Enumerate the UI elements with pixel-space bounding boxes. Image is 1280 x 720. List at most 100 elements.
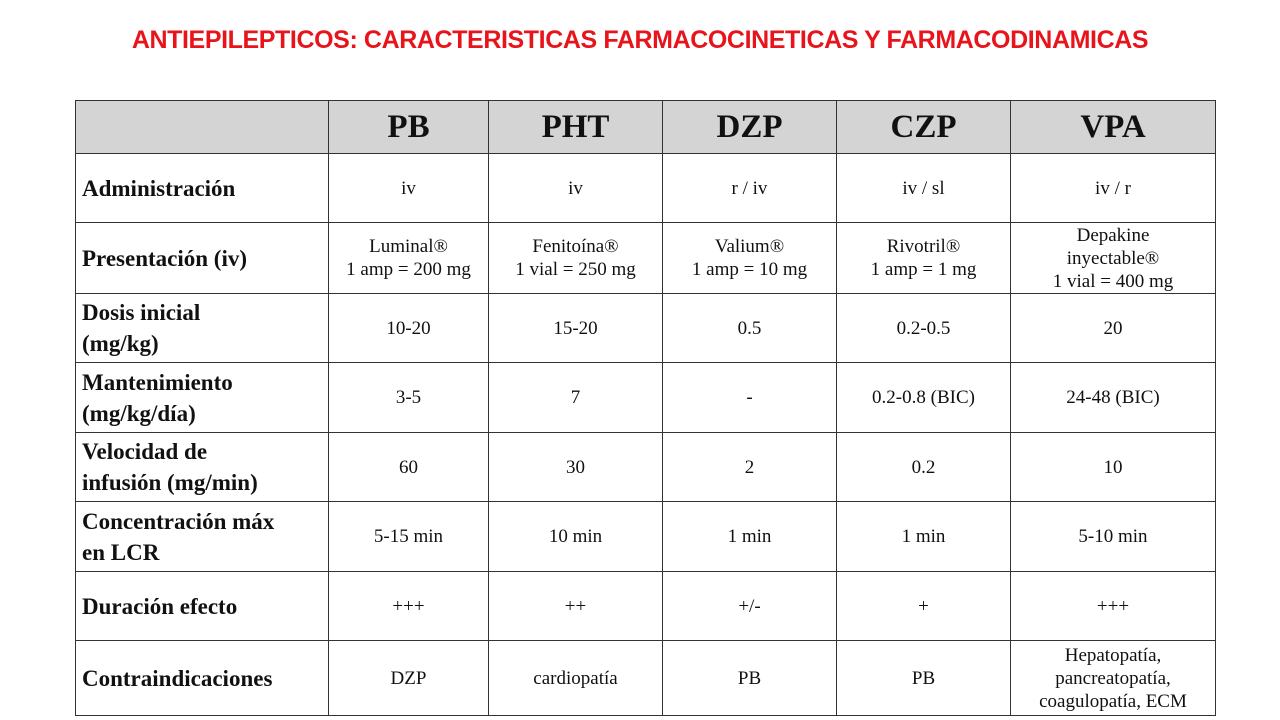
column-header-dzp: DZP bbox=[662, 100, 837, 154]
cell-line: pancreatopatía, bbox=[1055, 667, 1171, 689]
row-label-line: (mg/kg/día) bbox=[82, 400, 196, 426]
cell-presentacion-dzp: Valium® 1 amp = 10 mg bbox=[662, 222, 837, 294]
cell-administracion-pht: iv bbox=[488, 153, 663, 223]
cell-line: 5-15 min bbox=[373, 526, 444, 547]
table-row-contraindicaciones: Contraindicaciones DZP cardiopatía PB PB Hepa… bbox=[75, 640, 1216, 716]
row-label-administracion: Administración bbox=[75, 153, 329, 223]
row-label-dosis-inicial: Dosis inicial (mg/kg) bbox=[75, 293, 329, 363]
cell-line: inyectable® bbox=[1066, 247, 1160, 269]
cell-line: ++ bbox=[564, 595, 587, 617]
cell-line: 0.5 bbox=[737, 317, 762, 339]
cell-line: DZP bbox=[390, 667, 427, 689]
table-row-dosis-inicial: Dosis inicial (mg/kg) 10-20 15-20 0.5 0.2-0.5… bbox=[75, 293, 1216, 363]
drug-comparison-table: PB PHT DZP CZP VPA Administración iv iv r /… bbox=[75, 100, 1216, 716]
cell-contraindicaciones-vpa: Hepatopatía, pancreatopatía, coagulopatía,… bbox=[1010, 640, 1216, 716]
cell-contraindicaciones-dzp: PB bbox=[662, 640, 837, 716]
cell-line: Fenitoína® bbox=[532, 236, 619, 257]
cell-presentacion-czp: Rivotril® 1 amp = 1 mg bbox=[836, 222, 1011, 294]
row-label-duracion-efecto: Duración efecto bbox=[75, 571, 329, 641]
cell-velocidad-infusion-vpa: 10 bbox=[1010, 432, 1216, 502]
cell-duracion-efecto-pb: +++ bbox=[328, 571, 489, 641]
row-label-line: Dosis inicial bbox=[82, 300, 201, 325]
cell-dosis-inicial-dzp: 0.5 bbox=[662, 293, 837, 363]
cell-duracion-efecto-pht: ++ bbox=[488, 571, 663, 641]
table-row-administracion: Administración iv iv r / iv iv / sl iv / r bbox=[75, 153, 1216, 223]
cell-line: 20 bbox=[1103, 317, 1123, 339]
cell-mantenimiento-vpa: 24-48 (BIC) bbox=[1010, 362, 1216, 433]
cell-line: 0.2 bbox=[911, 456, 936, 478]
cell-line: 10 bbox=[1103, 456, 1123, 478]
cell-line: 24-48 (BIC) bbox=[1066, 387, 1160, 408]
column-header-vpa: VPA bbox=[1010, 100, 1216, 154]
row-label-line: Velocidad de bbox=[82, 439, 208, 464]
row-label-line: infusión (mg/min) bbox=[82, 470, 258, 495]
cell-line: iv bbox=[568, 177, 583, 199]
cell-line: 1 amp = 1 mg bbox=[870, 259, 977, 280]
cell-line: 0.2-0.8 (BIC) bbox=[872, 387, 975, 408]
cell-line: - bbox=[746, 387, 753, 408]
cell-line: Hepatopatía, bbox=[1064, 644, 1162, 666]
column-header-pb: PB bbox=[328, 100, 489, 154]
cell-velocidad-infusion-czp: 0.2 bbox=[836, 432, 1011, 502]
row-label-line: Concentración máx bbox=[82, 508, 275, 534]
cell-mantenimiento-dzp: - bbox=[662, 362, 837, 433]
cell-line: Valium® bbox=[714, 236, 785, 257]
cell-line: 2 bbox=[744, 456, 755, 478]
cell-line: r / iv bbox=[731, 177, 768, 199]
cell-mantenimiento-pb: 3-5 bbox=[328, 362, 489, 433]
cell-velocidad-infusion-pb: 60 bbox=[328, 432, 489, 502]
table-row-velocidad-infusion: Velocidad de infusión (mg/min) 60 30 2 0.2 10 bbox=[75, 432, 1216, 502]
cell-line: 1 amp = 10 mg bbox=[691, 259, 808, 280]
cell-dosis-inicial-vpa: 20 bbox=[1010, 293, 1216, 363]
cell-dosis-inicial-czp: 0.2-0.5 bbox=[836, 293, 1011, 363]
cell-concentracion-lcr-dzp: 1 min bbox=[662, 501, 837, 572]
cell-line: 0.2-0.5 bbox=[896, 317, 951, 339]
cell-contraindicaciones-pb: DZP bbox=[328, 640, 489, 716]
cell-administracion-czp: iv / sl bbox=[836, 153, 1011, 223]
cell-dosis-inicial-pht: 15-20 bbox=[488, 293, 663, 363]
cell-line: 15-20 bbox=[553, 317, 598, 339]
row-label-line: Contraindicaciones bbox=[82, 665, 273, 691]
cell-line: +/- bbox=[738, 595, 761, 617]
row-label-concentracion-lcr: Concentración máx en LCR bbox=[75, 501, 329, 572]
cell-administracion-dzp: r / iv bbox=[662, 153, 837, 223]
cell-line: 1 vial = 400 mg bbox=[1052, 270, 1174, 292]
cell-presentacion-pb: Luminal® 1 amp = 200 mg bbox=[328, 222, 489, 294]
header-row: PB PHT DZP CZP VPA bbox=[75, 100, 1216, 154]
cell-line: PB bbox=[737, 667, 762, 689]
table-row-mantenimiento: Mantenimiento (mg/kg/día) 3-5 7 - 0.2-0.8 (BI… bbox=[75, 362, 1216, 433]
cell-velocidad-infusion-dzp: 2 bbox=[662, 432, 837, 502]
table-row-duracion-efecto: Duración efecto +++ ++ +/- + +++ bbox=[75, 571, 1216, 641]
cell-line: 1 amp = 200 mg bbox=[346, 259, 471, 280]
cell-concentracion-lcr-czp: 1 min bbox=[836, 501, 1011, 572]
row-label-line: Presentación (iv) bbox=[82, 245, 248, 271]
row-label-velocidad-infusion: Velocidad de infusión (mg/min) bbox=[75, 432, 329, 502]
row-label-line: Duración efecto bbox=[82, 593, 238, 619]
cell-line: iv bbox=[401, 177, 416, 199]
cell-line: PB bbox=[911, 667, 936, 689]
row-label-contraindicaciones: Contraindicaciones bbox=[75, 640, 329, 716]
cell-presentacion-pht: Fenitoína® 1 vial = 250 mg bbox=[488, 222, 663, 294]
table-row-concentracion-lcr: Concentración máx en LCR 5-15 min 10 min 1 m… bbox=[75, 501, 1216, 572]
cell-line: +++ bbox=[392, 595, 425, 617]
table-row-presentacion: Presentación (iv) Luminal® 1 amp = 200 mg F… bbox=[75, 222, 1216, 294]
page-title: ANTIEPILEPTICOS: CARACTERISTICAS FARMACO… bbox=[131, 26, 1149, 54]
row-label-line: (mg/kg) bbox=[82, 331, 159, 356]
cell-administracion-pb: iv bbox=[328, 153, 489, 223]
row-label-line: en LCR bbox=[82, 539, 160, 565]
cell-dosis-inicial-pb: 10-20 bbox=[328, 293, 489, 363]
cell-line: iv / sl bbox=[902, 177, 945, 199]
cell-concentracion-lcr-vpa: 5-10 min bbox=[1010, 501, 1216, 572]
cell-line: iv / r bbox=[1095, 177, 1131, 199]
row-label-mantenimiento: Mantenimiento (mg/kg/día) bbox=[75, 362, 329, 433]
cell-mantenimiento-czp: 0.2-0.8 (BIC) bbox=[836, 362, 1011, 433]
cell-concentracion-lcr-pht: 10 min bbox=[488, 501, 663, 572]
cell-line: 1 vial = 250 mg bbox=[515, 259, 636, 280]
cell-line: 5-10 min bbox=[1078, 526, 1148, 547]
cell-presentacion-vpa: Depakine inyectable® 1 vial = 400 mg bbox=[1010, 222, 1216, 294]
cell-contraindicaciones-pht: cardiopatía bbox=[488, 640, 663, 716]
column-header-czp: CZP bbox=[836, 100, 1011, 154]
cell-line: cardiopatía bbox=[533, 667, 618, 689]
cell-contraindicaciones-czp: PB bbox=[836, 640, 1011, 716]
cell-line: Luminal® bbox=[369, 236, 448, 257]
